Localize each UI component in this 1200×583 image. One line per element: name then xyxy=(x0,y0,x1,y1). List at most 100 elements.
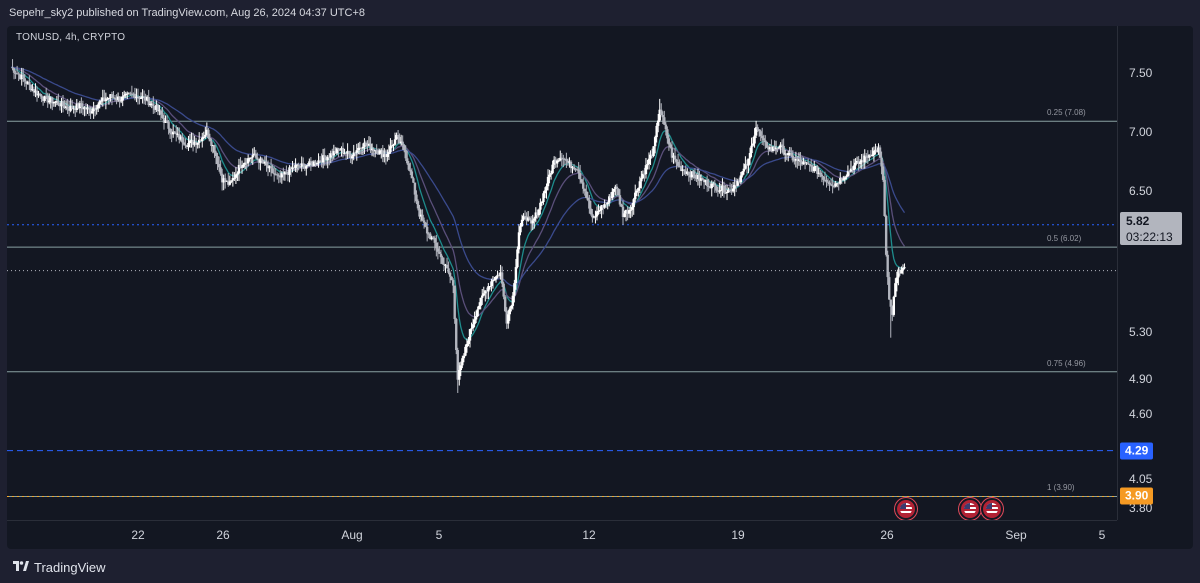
candle-body xyxy=(97,104,100,109)
candle-body xyxy=(250,157,253,159)
candle-body xyxy=(630,207,634,210)
candle-body xyxy=(586,197,590,201)
candle-body xyxy=(188,140,192,144)
candle-body xyxy=(725,191,729,194)
candle-body xyxy=(213,145,216,153)
candle-body xyxy=(419,214,423,217)
candle-body xyxy=(415,194,418,202)
us-flag-icon[interactable] xyxy=(959,498,981,520)
candle-body xyxy=(603,203,606,208)
candle-body xyxy=(164,120,167,123)
candle-body xyxy=(315,163,319,165)
candle-body xyxy=(286,173,290,175)
candle-body xyxy=(191,140,195,145)
candle-body xyxy=(900,269,903,274)
candle-body xyxy=(782,145,785,155)
candle-body xyxy=(87,107,91,109)
candle-body xyxy=(230,180,233,182)
price-tick-label: 4.05 xyxy=(1129,471,1153,486)
candle-body xyxy=(424,222,427,227)
candle-body xyxy=(110,94,114,98)
candle-body xyxy=(178,133,181,140)
candlestick-chart[interactable] xyxy=(7,26,1117,520)
chart-panel[interactable]: TONUSD, 4h, CRYPTO 0.25 (7.08) 0.5 (6.02)… xyxy=(7,26,1193,549)
candle-body xyxy=(208,137,212,142)
candle-body xyxy=(38,93,42,96)
candle-body xyxy=(687,171,690,175)
candle-body xyxy=(390,145,394,147)
candle-body xyxy=(777,147,781,149)
time-axis[interactable]: 22 26 Aug 5 12 19 26 Sep 5 xyxy=(7,520,1117,549)
candle-body xyxy=(793,160,796,162)
candle-body xyxy=(545,186,548,191)
candle-body xyxy=(292,167,296,169)
candle-body xyxy=(858,162,862,164)
candle-body xyxy=(767,147,770,150)
candle-body xyxy=(620,204,623,207)
candle-body xyxy=(618,195,622,205)
candle-body xyxy=(467,340,470,344)
candle-body xyxy=(837,183,840,185)
candle-body xyxy=(681,169,684,172)
candle-body xyxy=(26,81,30,84)
candle-body xyxy=(49,97,52,101)
price-tick-label: 7.00 xyxy=(1129,124,1153,139)
candle-body xyxy=(629,209,632,211)
candle-body xyxy=(453,285,456,320)
us-flag-icon[interactable] xyxy=(895,498,917,520)
candle-body xyxy=(197,139,201,143)
candle-body xyxy=(863,155,866,163)
candle-body xyxy=(396,135,400,137)
candle-body xyxy=(693,174,697,179)
candle-body xyxy=(803,161,807,163)
price-level-badge: 4.29 xyxy=(1120,442,1154,460)
price-tick-label: 6.50 xyxy=(1129,183,1153,198)
candle-body xyxy=(441,257,444,264)
price-axis[interactable]: 7.507.006.506.105.304.904.604.053.80 6.2… xyxy=(1117,26,1193,520)
candle-body xyxy=(227,180,230,185)
candle-body xyxy=(473,319,476,325)
candle-body xyxy=(819,172,822,175)
candle-body xyxy=(600,205,603,211)
candle-body xyxy=(138,96,141,99)
candle-body xyxy=(764,140,767,143)
candle-body xyxy=(61,101,65,106)
candle-body xyxy=(185,145,189,147)
time-tick-label: 19 xyxy=(731,528,745,542)
candle-body xyxy=(744,163,747,169)
candle-body xyxy=(664,124,668,130)
candle-body xyxy=(582,182,585,189)
candle-body xyxy=(429,233,432,240)
candle-body xyxy=(363,142,366,147)
candle-body xyxy=(204,134,207,137)
candle-body xyxy=(537,209,541,216)
candle-body xyxy=(224,178,227,182)
candle-body xyxy=(407,163,410,170)
candle-body xyxy=(774,148,778,150)
candle-body xyxy=(231,178,235,181)
plot-area[interactable]: TONUSD, 4h, CRYPTO 0.25 (7.08) 0.5 (6.02)… xyxy=(7,26,1117,520)
candle-body xyxy=(588,200,591,209)
candle-body xyxy=(559,157,562,161)
candle-body xyxy=(245,162,248,164)
candle-body xyxy=(727,189,730,192)
candle-body xyxy=(791,155,795,161)
candle-body xyxy=(825,179,828,182)
candle-body xyxy=(103,97,106,102)
candle-body xyxy=(650,154,654,156)
fib-level-label: 0.5 (6.02) xyxy=(1047,234,1082,244)
candle-body xyxy=(387,152,391,154)
candle-body xyxy=(425,226,429,234)
candle-body xyxy=(314,161,317,165)
candle-body xyxy=(894,283,897,297)
candle-body xyxy=(357,147,360,151)
candle-body xyxy=(29,84,33,91)
candle-body xyxy=(667,138,671,145)
candle-body xyxy=(15,73,19,75)
candle-body xyxy=(722,185,726,193)
moving-average-line xyxy=(10,66,906,318)
candle-body xyxy=(289,167,293,170)
candle-body xyxy=(754,127,758,136)
us-flag-icon[interactable] xyxy=(981,498,1003,520)
candle-body xyxy=(751,143,755,146)
